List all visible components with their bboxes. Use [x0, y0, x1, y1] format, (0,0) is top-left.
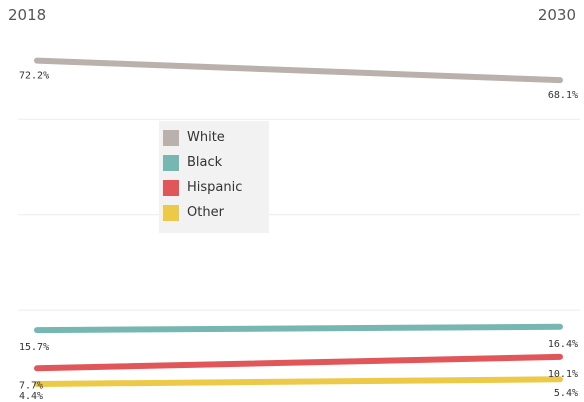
legend-label-other: Other: [187, 205, 224, 220]
legend: White Black Hispanic Other: [159, 121, 269, 233]
legend-label-black: Black: [187, 155, 223, 170]
data-label-black-2030: 16.4%: [548, 339, 578, 350]
legend-swatch-black: [163, 154, 179, 171]
legend-label-hispanic: Hispanic: [187, 180, 243, 195]
x-tick-label-2030: 2030: [537, 6, 576, 24]
data-label-hispanic-2018: 7.7%: [19, 380, 43, 391]
legend-label-white: White: [187, 130, 225, 145]
legend-swatch-white: [163, 129, 179, 146]
data-label-other-2018: 4.4%: [19, 391, 43, 402]
data-label-white-2018: 72.2%: [19, 71, 49, 82]
data-label-other-2030: 5.4%: [554, 388, 578, 399]
gridlines: [18, 118, 580, 311]
legend-swatch-other: [163, 204, 179, 221]
legend-item-black[interactable]: Black: [159, 150, 269, 175]
data-labels: 72.2% 68.1% 15.7% 16.4% 7.7% 10.1% 4.4% 5.4%: [19, 71, 578, 402]
legend-item-white[interactable]: White: [159, 125, 269, 150]
series-lines: [34, 57, 563, 388]
legend-swatch-hispanic: [163, 179, 179, 196]
data-label-white-2030: 68.1%: [548, 90, 578, 101]
x-tick-label-2018: 2018: [8, 6, 47, 24]
series-line-white: [34, 57, 563, 84]
series-line-other: [34, 376, 563, 388]
legend-item-hispanic[interactable]: Hispanic: [159, 175, 269, 200]
data-label-hispanic-2030: 10.1%: [548, 369, 578, 380]
data-label-black-2018: 15.7%: [19, 342, 49, 353]
legend-item-other[interactable]: Other: [159, 200, 269, 225]
series-line-black: [34, 323, 563, 334]
series-line-hispanic: [34, 353, 563, 372]
